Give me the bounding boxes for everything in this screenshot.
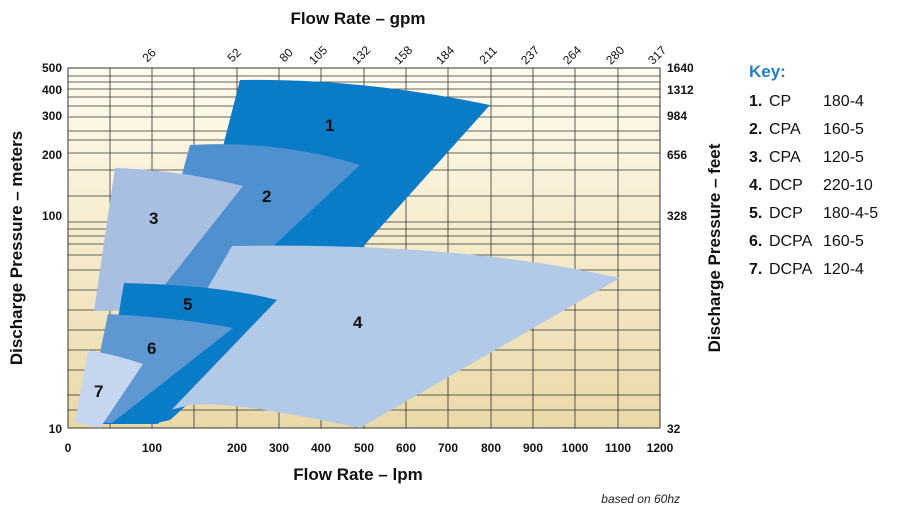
- key-item-number: 5.: [749, 205, 763, 222]
- right-axis-title: Discharge Pressure – feet: [705, 143, 724, 352]
- region-labels: 1 2 3 4 5 6 7: [94, 116, 363, 401]
- key-item-size: 180-4: [823, 93, 864, 110]
- top-tick-label: 105: [306, 43, 330, 67]
- right-tick-label: 984: [667, 109, 687, 123]
- top-tick-label: 280: [603, 43, 627, 67]
- key-item-model: CPA: [769, 121, 801, 138]
- bottom-axis-ticks: 0 100 200 300 400 500 600 700 800 900 1000 1100 1200: [65, 441, 674, 455]
- left-tick-label: 300: [42, 109, 62, 123]
- key-item-size: 120-5: [823, 149, 864, 166]
- key-item-number: 7.: [749, 261, 763, 278]
- key-item-number: 6.: [749, 233, 763, 250]
- left-tick-label: 10: [49, 422, 63, 436]
- left-axis-title: Discharge Pressure – meters: [7, 131, 26, 365]
- left-tick-label: 100: [42, 209, 62, 223]
- top-tick-label: 132: [349, 43, 373, 67]
- key-item-model: CPA: [769, 149, 801, 166]
- top-tick-label: 211: [476, 43, 500, 67]
- frequency-note: based on 60hz: [601, 492, 680, 506]
- key-item-model: DCPA: [769, 233, 813, 250]
- right-tick-label: 1640: [667, 61, 694, 75]
- top-tick-label: 52: [224, 45, 244, 65]
- right-axis-ticks: 1640 1312 984 656 328 32: [667, 61, 694, 436]
- key-item: 3. CPA 120-5: [749, 144, 899, 172]
- bottom-axis-title: Flow Rate – lpm: [293, 465, 422, 484]
- bottom-tick-label: 500: [354, 441, 374, 455]
- top-tick-label: 26: [139, 45, 159, 65]
- key-title: Key:: [749, 62, 786, 81]
- bottom-tick-label: 300: [269, 441, 289, 455]
- key-item-model: DCP: [769, 177, 803, 194]
- key-item-size: 160-5: [823, 233, 864, 250]
- region-label-6: 6: [147, 339, 156, 358]
- left-tick-label: 400: [42, 83, 62, 97]
- key-item-size: 220-10: [823, 177, 873, 194]
- key-item: 7. DCPA 120-4: [749, 256, 899, 284]
- bottom-tick-label: 400: [311, 441, 331, 455]
- key-list: 1. CP 180-4 2. CPA 160-5 3. CPA 120-5 4. DCP 220-10…: [749, 88, 899, 284]
- region-label-7: 7: [94, 382, 103, 401]
- bottom-tick-label: 600: [396, 441, 416, 455]
- left-tick-label: 500: [42, 61, 62, 75]
- performance-regions: [75, 79, 620, 428]
- key-item-number: 4.: [749, 177, 763, 194]
- key-item-size: 120-4: [823, 261, 864, 278]
- region-label-5: 5: [183, 295, 192, 314]
- key-item-size: 180-4-5: [823, 205, 879, 222]
- top-tick-label: 184: [433, 43, 457, 67]
- key-item-size: 160-5: [823, 121, 864, 138]
- bottom-tick-label: 800: [481, 441, 501, 455]
- region-3: [94, 168, 243, 311]
- bottom-tick-label: 100: [142, 441, 162, 455]
- right-tick-label: 1312: [667, 83, 694, 97]
- key-item-number: 1.: [749, 93, 763, 110]
- region-4: [150, 245, 620, 428]
- key-item-number: 3.: [749, 149, 763, 166]
- right-tick-label: 328: [667, 209, 687, 223]
- key-item: 4. DCP 220-10: [749, 172, 899, 200]
- left-axis-ticks: 500 400 300 200 100 10: [42, 61, 62, 436]
- top-tick-label: 264: [560, 43, 584, 67]
- right-tick-label: 32: [667, 422, 681, 436]
- bottom-tick-label: 1100: [605, 441, 631, 455]
- top-tick-label: 237: [518, 43, 542, 67]
- top-tick-label: 80: [276, 45, 296, 65]
- region-label-2: 2: [262, 187, 271, 206]
- key-item-model: CP: [769, 93, 792, 110]
- region-7: [75, 350, 143, 428]
- top-axis-title: Flow Rate – gpm: [290, 9, 425, 28]
- left-tick-label: 200: [42, 148, 62, 162]
- region-label-3: 3: [149, 209, 158, 228]
- top-tick-label: 158: [391, 43, 415, 67]
- bottom-tick-label: 900: [523, 441, 543, 455]
- bottom-tick-label: 200: [227, 441, 247, 455]
- region-label-4: 4: [353, 313, 363, 332]
- bottom-tick-label: 1000: [562, 441, 589, 455]
- bottom-tick-label: 1200: [647, 441, 674, 455]
- right-tick-label: 656: [667, 148, 687, 162]
- bottom-tick-label: 700: [438, 441, 458, 455]
- region-6: [86, 314, 233, 423]
- top-tick-label: 317: [645, 43, 669, 67]
- bottom-tick-label: 0: [65, 441, 72, 455]
- key-item-model: DCPA: [769, 261, 813, 278]
- key-item: 5. DCP 180-4-5: [749, 200, 899, 228]
- key-item-number: 2.: [749, 121, 763, 138]
- key-item-model: DCP: [769, 205, 803, 222]
- key-item: 6. DCPA 160-5: [749, 228, 899, 256]
- key-item: 1. CP 180-4: [749, 88, 899, 116]
- legend-key: Key: 1. CP 180-4 2. CPA 160-5 3. CPA 120-5 4. DCP 2…: [749, 62, 899, 284]
- top-axis-ticks: 26 52 80 105 132 158 184 211 237 264 280 317: [139, 43, 669, 67]
- region-label-1: 1: [325, 116, 334, 135]
- key-item: 2. CPA 160-5: [749, 116, 899, 144]
